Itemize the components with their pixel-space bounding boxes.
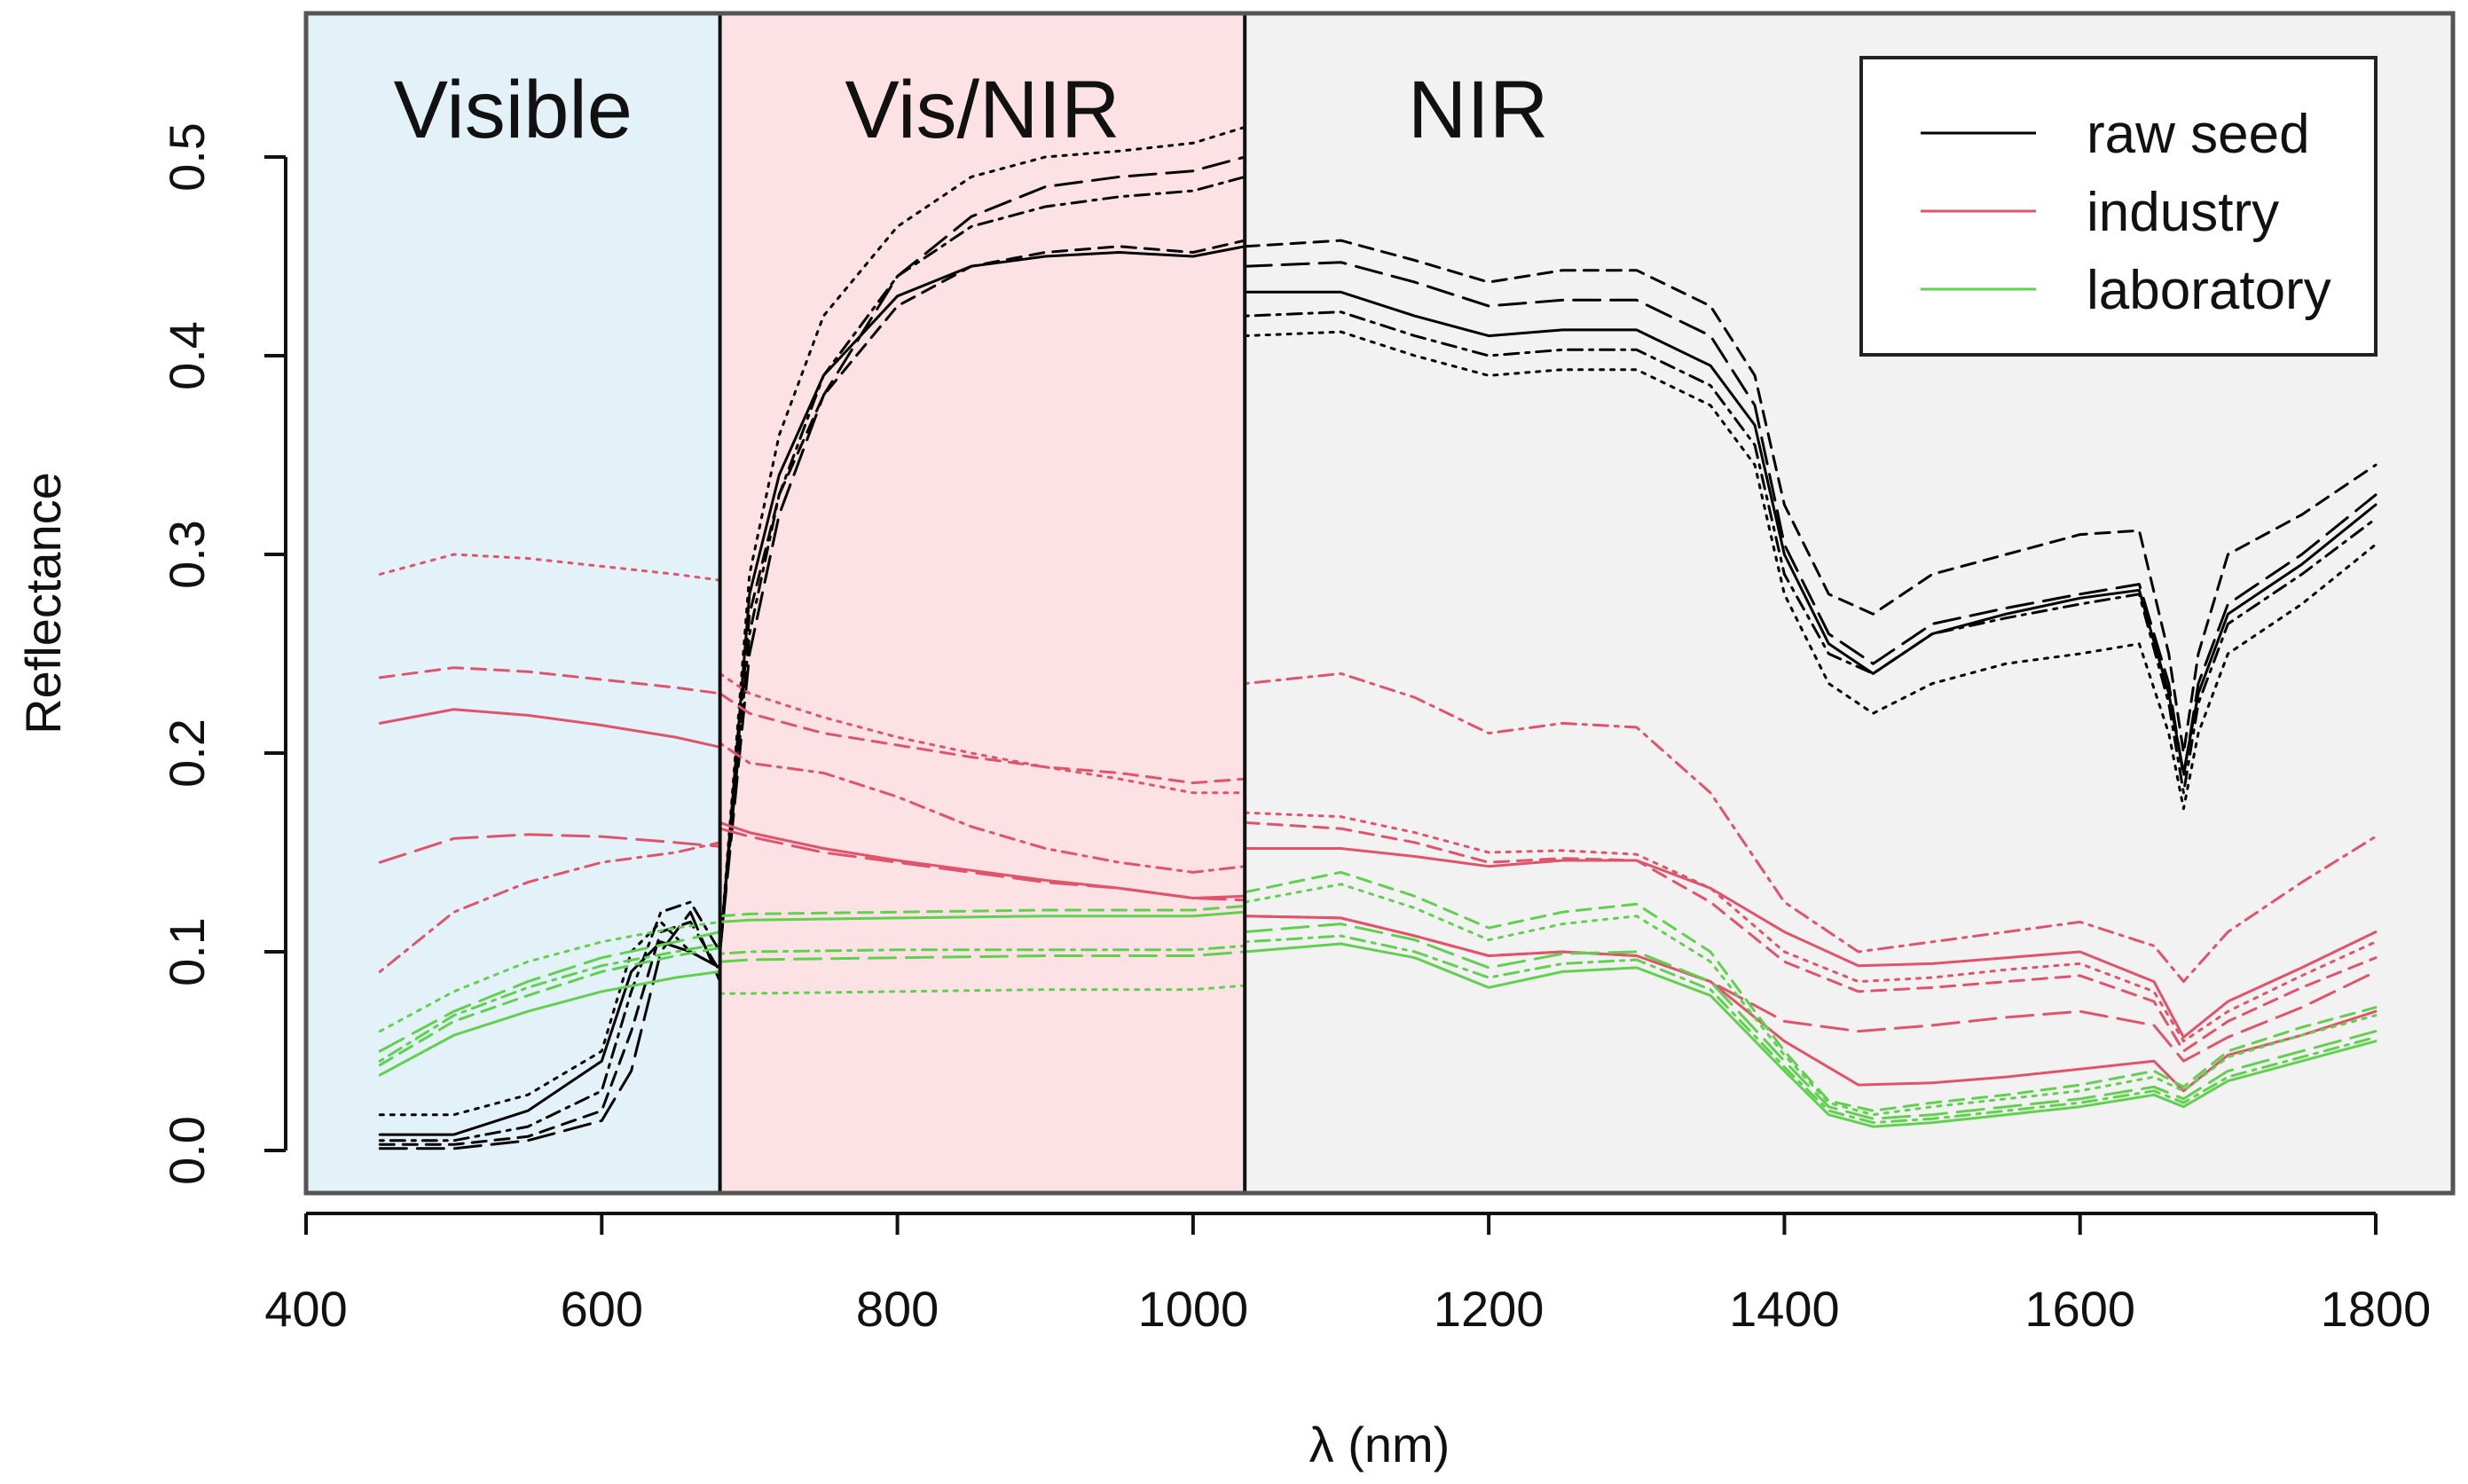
plot-frame	[303, 11, 2456, 1196]
series-line-industry-vis-nir-dotted-23	[719, 671, 1246, 795]
x-tick-label-1800: 1800	[2321, 1281, 2432, 1337]
series-line-raw-seed-nir-dotdash-14	[1243, 310, 2378, 795]
series-line-laboratory-visible-dashed-32	[378, 946, 722, 1067]
series-line-industry-nir-dotted-28	[1243, 811, 2378, 1043]
series-layer	[378, 125, 2378, 1150]
series-line-raw-seed-visible-dashed-1	[378, 920, 722, 1146]
series-line-laboratory-visible-dotdash-35	[378, 942, 722, 1063]
x-tick-label-800: 800	[856, 1281, 939, 1337]
x-axis: 400 600 800 1000 1200 1400 1600 1800	[264, 1212, 2432, 1337]
series-line-raw-seed-vis-nir-dotted-8	[719, 125, 1246, 954]
region-labels: Visible Vis/NIR NIR	[394, 65, 1549, 155]
y-tick-label-3: 0.3	[159, 520, 215, 589]
x-tick-label-1600: 1600	[2024, 1281, 2135, 1337]
series-line-industry-visible-solid-15	[378, 708, 722, 749]
series-line-raw-seed-visible-dotted-3	[378, 920, 722, 1117]
y-tick-label-2: 0.2	[159, 718, 215, 788]
legend-box	[1859, 56, 2378, 357]
legend: raw seed industry laboratory	[1859, 56, 2378, 357]
series-line-raw-seed-visible-solid-0	[378, 940, 722, 1136]
series-line-laboratory-nir-dashed-42	[1243, 870, 2378, 1112]
series-line-raw-seed-nir-dotted-13	[1243, 330, 2378, 811]
y-tick-label-4: 0.4	[159, 321, 215, 390]
series-line-industry-nir-dotdash-29	[1243, 671, 2378, 984]
legend-label-industry: industry	[2087, 182, 2279, 243]
x-tick-label-400: 400	[264, 1281, 347, 1337]
region-label-visible: Visible	[394, 65, 633, 155]
series-line-industry-visible-dotted-18	[378, 553, 722, 582]
series-line-laboratory-visible-dotted-34	[378, 920, 722, 1033]
y-axis: 0.0 0.1 0.2 0.3 0.4 0.5	[159, 122, 287, 1185]
x-axis-title: λ (nm)	[1309, 1417, 1450, 1472]
series-line-industry-nir-solid-25	[1243, 847, 2378, 1039]
series-line-raw-seed-vis-nir-longdash-7	[719, 155, 1246, 954]
series-line-laboratory-vis-nir-dashed-37	[719, 905, 1246, 918]
series-line-raw-seed-nir-longdash-12	[1243, 261, 2378, 779]
series-line-laboratory-visible-solid-31	[378, 970, 722, 1077]
region-label-vis-nir: Vis/NIR	[845, 65, 1120, 155]
series-line-laboratory-vis-nir-solid-36	[719, 910, 1246, 923]
x-tick-label-1000: 1000	[1138, 1281, 1249, 1337]
series-line-laboratory-visible-longdash-33	[378, 930, 722, 1053]
series-line-raw-seed-vis-nir-dashed-6	[719, 239, 1246, 954]
series-line-industry-vis-nir-dashed-21	[719, 692, 1246, 785]
x-tick-label-1400: 1400	[1729, 1281, 1840, 1337]
y-axis-title: Reflectance	[15, 472, 71, 734]
region-dividers	[718, 13, 1247, 1193]
series-line-laboratory-nir-longdash-43	[1243, 923, 2378, 1120]
series-line-laboratory-nir-dotdash-45	[1243, 934, 2378, 1125]
x-tick-label-1200: 1200	[1434, 1281, 1544, 1337]
legend-label-raw-seed: raw seed	[2087, 104, 2310, 165]
series-line-industry-vis-nir-dotdash-24	[719, 742, 1246, 874]
region-label-nir: NIR	[1408, 65, 1548, 155]
region-band-vis-nir	[719, 13, 1246, 1193]
series-line-industry-visible-longdash-17	[378, 833, 722, 864]
x-tick-label-600: 600	[561, 1281, 643, 1337]
series-line-industry-visible-dashed-16	[378, 666, 722, 695]
series-line-raw-seed-visible-longdash-2	[378, 910, 722, 1150]
series-line-raw-seed-visible-dotdash-4	[378, 900, 722, 1142]
legend-label-laboratory: laboratory	[2087, 260, 2331, 321]
series-line-laboratory-vis-nir-dotdash-40	[719, 944, 1246, 955]
series-line-laboratory-vis-nir-dotted-39	[719, 984, 1246, 995]
y-tick-label-1: 0.1	[159, 917, 215, 986]
series-line-raw-seed-nir-dashed-11	[1243, 239, 2378, 755]
series-line-raw-seed-vis-nir-dotdash-9	[719, 175, 1246, 954]
y-tick-label-0: 0.0	[159, 1116, 215, 1185]
series-line-industry-visible-dotdash-19	[378, 841, 722, 973]
series-line-laboratory-vis-nir-longdash-38	[719, 950, 1246, 963]
series-line-industry-vis-nir-longdash-22	[719, 827, 1246, 902]
series-line-raw-seed-vis-nir-solid-5	[719, 245, 1246, 954]
region-bands	[306, 13, 2453, 1193]
y-tick-label-5: 0.5	[159, 122, 215, 192]
legend-entries: raw seed industry laboratory	[1921, 104, 2331, 321]
series-line-laboratory-nir-solid-41	[1243, 942, 2378, 1128]
series-line-industry-nir-dashed-26	[1243, 821, 2378, 1053]
